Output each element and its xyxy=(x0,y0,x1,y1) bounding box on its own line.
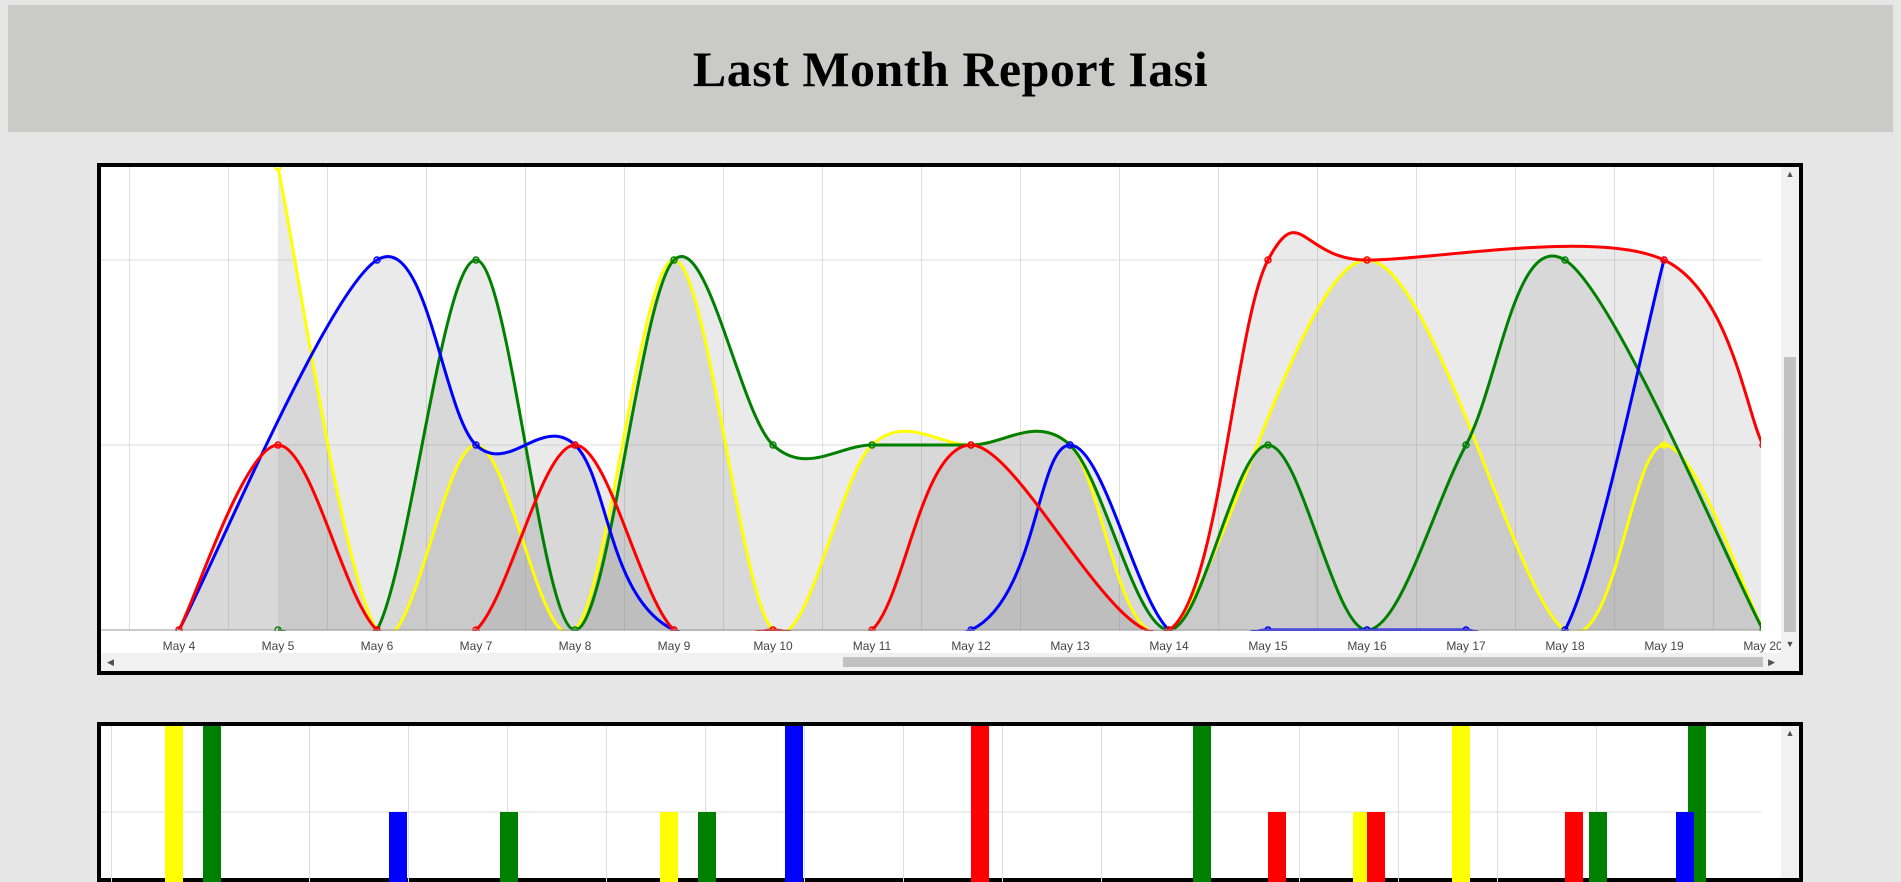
data-point-green xyxy=(769,441,777,449)
data-point-red xyxy=(1264,256,1272,264)
series-line-red xyxy=(177,231,1761,631)
bar-green xyxy=(203,726,221,882)
horizontal-scroll-thumb[interactable] xyxy=(843,657,1763,667)
x-tick-label: May 13 xyxy=(1050,639,1090,653)
data-point-green xyxy=(868,441,876,449)
bar-yellow xyxy=(165,726,183,882)
x-tick-label: May 4 xyxy=(163,639,196,653)
line-chart-panel: May 4 May 5 May 6 May 7 May 8 May 9 May 10 May … xyxy=(97,163,1803,675)
data-point-blue xyxy=(373,256,381,264)
data-point-red xyxy=(1363,256,1371,264)
x-tick-label: May 19 xyxy=(1644,639,1684,653)
x-tick-label: May 8 xyxy=(559,639,592,653)
bar-green xyxy=(1193,726,1211,882)
scroll-right-arrow-icon[interactable]: ▶ xyxy=(1768,657,1775,667)
bar-red xyxy=(1268,812,1286,882)
plot-area xyxy=(175,167,1761,631)
data-point-red xyxy=(571,441,579,449)
series-line-blue xyxy=(177,255,1666,631)
x-tick-label: May 20 xyxy=(1743,639,1781,653)
scroll-up-arrow-icon[interactable]: ▲ xyxy=(1785,728,1795,738)
bar-blue xyxy=(389,812,407,882)
data-point-yellow xyxy=(1660,441,1668,449)
x-tick-label: May 16 xyxy=(1347,639,1387,653)
bar-green xyxy=(500,812,518,882)
bar-yellow xyxy=(1452,726,1470,882)
data-point-green xyxy=(1561,256,1569,264)
series-area-green xyxy=(278,256,1761,631)
x-tick-label: May 11 xyxy=(853,639,892,653)
data-point-red xyxy=(274,441,282,449)
x-tick-label: May 10 xyxy=(753,639,793,653)
data-point-green xyxy=(1264,441,1272,449)
data-point-yellow xyxy=(274,167,282,172)
series-area-yellow xyxy=(278,167,1761,631)
vertical-scroll-thumb[interactable] xyxy=(1784,357,1796,632)
x-tick-label: May 15 xyxy=(1248,639,1288,653)
line-chart-vertical-scrollbar[interactable]: ▲ ▼ xyxy=(1781,167,1799,671)
bar-chart xyxy=(101,726,1761,882)
bar-yellow xyxy=(1353,812,1371,882)
page-title: Last Month Report Iasi xyxy=(692,40,1209,97)
x-tick-label: May 14 xyxy=(1149,639,1189,653)
bar-red xyxy=(1565,812,1583,882)
line-chart: May 4 May 5 May 6 May 7 May 8 May 9 May 10 May … xyxy=(101,167,1781,653)
data-point-red xyxy=(967,441,975,449)
report-header: Last Month Report Iasi xyxy=(8,5,1893,132)
bar-chart-vertical-scrollbar[interactable]: ▲ xyxy=(1781,726,1799,878)
bar-green xyxy=(1589,812,1607,882)
scroll-down-arrow-icon[interactable]: ▼ xyxy=(1785,639,1795,649)
x-tick-label: May 12 xyxy=(951,639,991,653)
bar-blue xyxy=(785,726,803,882)
bar-blue xyxy=(1676,812,1694,882)
bar-green xyxy=(698,812,716,882)
data-point-blue xyxy=(472,441,480,449)
scroll-left-arrow-icon[interactable]: ◀ xyxy=(107,657,114,667)
data-point-red xyxy=(1759,441,1761,449)
data-point-green xyxy=(1462,441,1470,449)
series-area-red xyxy=(179,232,1761,631)
data-point-red xyxy=(1660,256,1668,264)
bar-red xyxy=(971,726,989,882)
x-tick-label: May 5 xyxy=(262,639,295,653)
x-tick-label: May 6 xyxy=(361,639,394,653)
bar-red xyxy=(1367,812,1385,882)
scroll-up-arrow-icon[interactable]: ▲ xyxy=(1785,169,1795,179)
bar-chart-panel: ▲ xyxy=(97,722,1803,882)
x-tick-label: May 18 xyxy=(1545,639,1585,653)
data-point-green xyxy=(670,256,678,264)
x-tick-label: May 17 xyxy=(1446,639,1486,653)
bar-yellow xyxy=(660,812,678,882)
data-point-green xyxy=(472,256,480,264)
x-tick-label: May 7 xyxy=(460,639,493,653)
line-chart-horizontal-scrollbar[interactable]: ◀ ▶ xyxy=(101,653,1781,671)
x-tick-label: May 9 xyxy=(658,639,691,653)
series-area-blue xyxy=(179,256,1664,631)
data-point-blue xyxy=(1066,441,1074,449)
